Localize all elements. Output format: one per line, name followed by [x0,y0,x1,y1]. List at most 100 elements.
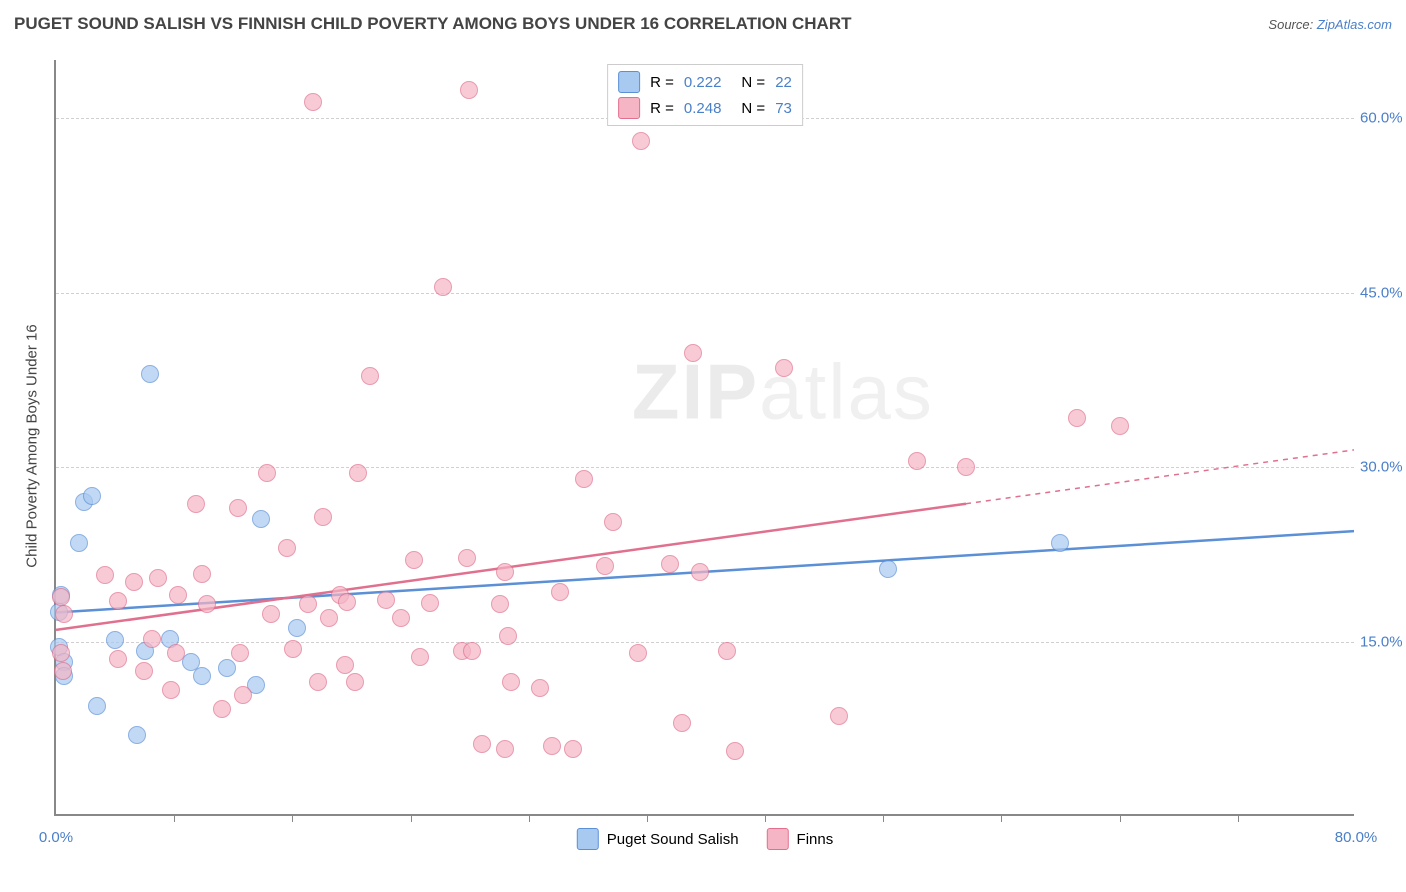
legend-stat-row: R = 0.222 N = 22 [618,69,792,95]
r-value: 0.248 [684,100,722,117]
n-value: 73 [775,100,792,117]
x-tick [647,814,648,822]
n-label: N = [741,100,765,117]
data-point [1111,417,1129,435]
gridline [56,293,1354,294]
x-tick [765,814,766,822]
data-point [551,583,569,601]
y-tick-label: 45.0% [1360,284,1403,301]
x-tick-label: 80.0% [1335,829,1378,846]
data-point [229,499,247,517]
data-point [198,595,216,613]
n-label: N = [741,74,765,91]
r-label: R = [650,100,674,117]
gridline [56,467,1354,468]
data-point [149,569,167,587]
x-tick [292,814,293,822]
data-point [673,714,691,732]
data-point [684,344,702,362]
data-point [908,452,926,470]
data-point [218,659,236,677]
data-point [193,565,211,583]
data-point [564,740,582,758]
data-point [231,644,249,662]
y-tick-label: 60.0% [1360,110,1403,127]
data-point [109,650,127,668]
data-point [361,367,379,385]
data-point [55,605,73,623]
data-point [726,742,744,760]
n-value: 22 [775,74,792,91]
data-point [52,644,70,662]
data-point [775,359,793,377]
data-point [346,673,364,691]
chart-plot-area: ZIPatlas R = 0.222 N = 22 R = 0.248 N = … [54,60,1354,816]
data-point [718,642,736,660]
legend-series-item: Puget Sound Salish [577,828,739,850]
chart-title: PUGET SOUND SALISH VS FINNISH CHILD POVE… [14,14,851,34]
data-point [629,644,647,662]
data-point [252,510,270,528]
data-point [135,662,153,680]
legend-swatch [767,828,789,850]
data-point [502,673,520,691]
legend-swatch [618,71,640,93]
x-tick-label: 0.0% [39,829,73,846]
data-point [496,563,514,581]
data-point [234,686,252,704]
data-point [499,627,517,645]
data-point [54,662,72,680]
data-point [52,588,70,606]
data-point [193,667,211,685]
data-point [258,464,276,482]
x-tick [411,814,412,822]
data-point [405,551,423,569]
legend-swatch [618,97,640,119]
data-point [88,697,106,715]
source-link[interactable]: ZipAtlas.com [1317,17,1392,32]
data-point [458,549,476,567]
data-point [957,458,975,476]
trend-lines [56,60,1354,814]
legend-correlation-stats: R = 0.222 N = 22 R = 0.248 N = 73 [607,64,803,126]
data-point [106,631,124,649]
r-label: R = [650,74,674,91]
data-point [411,648,429,666]
legend-series-item: Finns [767,828,834,850]
x-tick [1120,814,1121,822]
data-point [463,642,481,660]
data-point [496,740,514,758]
data-point [691,563,709,581]
x-tick [1001,814,1002,822]
data-point [304,93,322,111]
data-point [278,539,296,557]
data-point [83,487,101,505]
x-tick [529,814,530,822]
data-point [434,278,452,296]
data-point [213,700,231,718]
data-point [421,594,439,612]
x-tick [1238,814,1239,822]
legend-series-label: Finns [797,831,834,848]
data-point [575,470,593,488]
data-point [491,595,509,613]
data-point [96,566,114,584]
data-point [128,726,146,744]
data-point [1068,409,1086,427]
data-point [661,555,679,573]
data-point [596,557,614,575]
data-point [338,593,356,611]
data-point [262,605,280,623]
data-point [167,644,185,662]
gridline [56,642,1354,643]
data-point [187,495,205,513]
y-axis-label: Child Poverty Among Boys Under 16 [24,324,41,567]
legend-swatch [577,828,599,850]
data-point [543,737,561,755]
legend-series-label: Puget Sound Salish [607,831,739,848]
data-point [299,595,317,613]
data-point [473,735,491,753]
data-point [125,573,143,591]
data-point [143,630,161,648]
data-point [604,513,622,531]
